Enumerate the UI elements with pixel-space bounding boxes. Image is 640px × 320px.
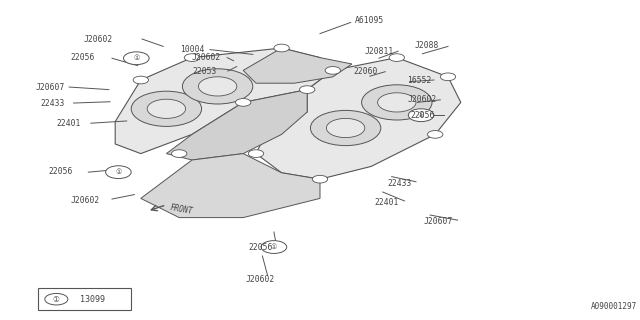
Text: 22433: 22433 [388,179,412,188]
Circle shape [312,175,328,183]
Polygon shape [141,154,320,218]
Circle shape [362,85,432,120]
Circle shape [248,150,264,157]
Circle shape [326,118,365,138]
Circle shape [236,99,251,106]
Text: 10004: 10004 [180,45,205,54]
Circle shape [261,241,287,253]
Text: J20602: J20602 [70,196,100,204]
Text: 22056: 22056 [248,243,273,252]
Text: A090001297: A090001297 [591,302,637,311]
Circle shape [131,91,202,126]
Text: 22053: 22053 [192,67,216,76]
Circle shape [310,110,381,146]
Text: 22060: 22060 [354,67,378,76]
Circle shape [325,67,340,74]
Polygon shape [256,58,461,179]
Text: ①: ① [115,169,122,175]
Text: ①: ① [133,55,140,61]
Circle shape [182,69,253,104]
FancyBboxPatch shape [38,288,131,310]
Circle shape [133,76,148,84]
Circle shape [147,99,186,118]
Polygon shape [243,48,352,83]
Text: J20602: J20602 [83,35,113,44]
Text: 13099: 13099 [80,295,105,304]
Circle shape [274,44,289,52]
Text: 22056: 22056 [48,167,72,176]
Circle shape [408,109,434,122]
Text: J20607: J20607 [35,83,65,92]
Circle shape [124,52,149,65]
Circle shape [389,54,404,61]
Text: FRONT: FRONT [170,203,194,216]
Text: J20602: J20602 [245,275,275,284]
Text: ①: ① [271,244,277,250]
Text: 22056: 22056 [70,53,95,62]
Circle shape [428,131,443,138]
Text: 22401: 22401 [56,119,81,128]
Text: J20602: J20602 [192,53,221,62]
Text: 22401: 22401 [374,198,399,207]
Polygon shape [115,48,333,154]
Circle shape [45,293,68,305]
Text: ①: ① [418,112,424,118]
Circle shape [198,77,237,96]
Text: 22056: 22056 [410,111,435,120]
Circle shape [106,166,131,179]
Text: J20607: J20607 [424,217,453,226]
Text: 16552: 16552 [407,76,431,84]
Text: J2088: J2088 [415,41,439,50]
Circle shape [300,86,315,93]
Text: ①: ① [53,295,60,304]
Circle shape [172,150,187,157]
Text: J20602: J20602 [407,95,436,104]
Circle shape [440,73,456,81]
Circle shape [378,93,416,112]
Text: 22433: 22433 [40,99,65,108]
Text: J20811: J20811 [365,47,394,56]
Circle shape [184,54,200,61]
Text: A61095: A61095 [355,16,385,25]
Polygon shape [166,90,307,160]
